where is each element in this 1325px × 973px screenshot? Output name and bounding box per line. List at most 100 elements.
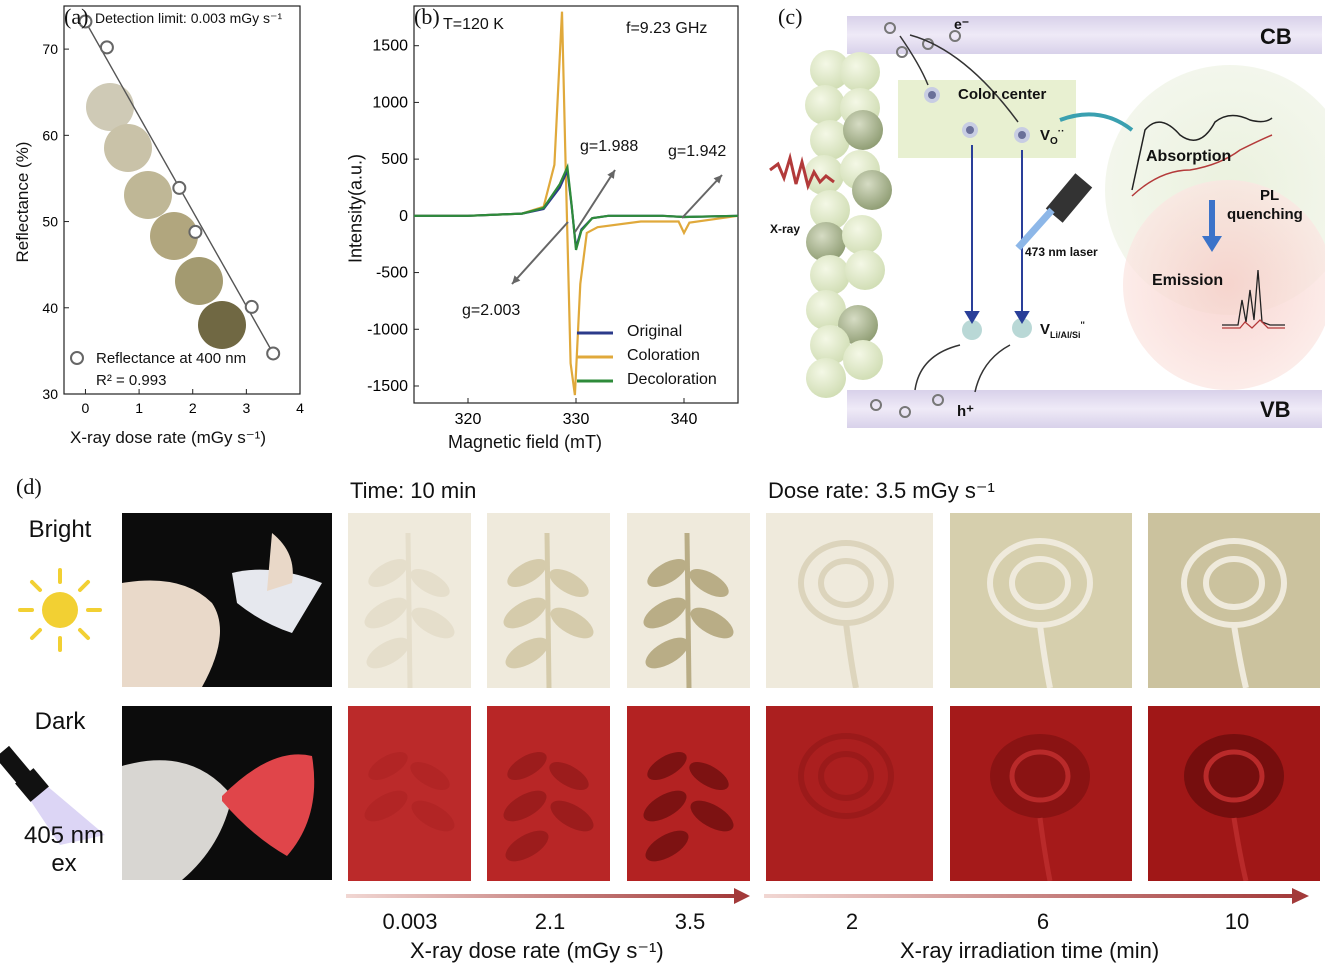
data-point — [172, 180, 187, 195]
g-1988-label: g=1.988 — [580, 138, 639, 155]
dark-label: Dark — [34, 708, 86, 735]
vo-superscript: ·· — [1057, 126, 1065, 137]
legend-marker — [70, 351, 84, 365]
x-tick-label: 330 — [563, 411, 590, 428]
bright-label: Bright — [28, 516, 92, 543]
g-2003-arrow — [511, 221, 569, 285]
laser-label: 473 nm laser — [1025, 245, 1098, 259]
dose-arrow — [346, 888, 750, 904]
data-point — [244, 299, 259, 314]
hole-paths — [914, 344, 1011, 393]
y-tick-label: -1500 — [367, 378, 408, 395]
legend-label: Reflectance at 400 nm — [96, 350, 247, 367]
y-tick-label: 30 — [42, 386, 58, 402]
electrons — [884, 22, 961, 58]
vli-superscript: '' — [1080, 320, 1085, 330]
dark-tile-time-2 — [950, 706, 1132, 881]
legend-decoloration: Decoloration — [627, 371, 717, 388]
g-1942-label: g=1.942 — [668, 143, 727, 160]
y-tick-label: 1000 — [372, 94, 408, 111]
y-tick-label: -500 — [376, 265, 408, 282]
pl-arrow-head — [1202, 236, 1222, 252]
panel-c: (c) CB VB e⁻ h⁺ Color center VO·· VLi/Al… — [760, 0, 1325, 460]
dark-film-photo — [122, 706, 332, 880]
hole-label: h⁺ — [957, 403, 975, 420]
color-center-label: Color center — [958, 86, 1047, 103]
emission-peaks-black — [1222, 269, 1285, 326]
excitation-ex: ex — [51, 850, 77, 877]
absorption-curve-red — [1131, 134, 1273, 197]
valence-band — [847, 390, 1322, 428]
y-tick-label: 0 — [399, 208, 408, 225]
panel-b: 320 330 340 -1500 -1000 -500 0 500 1000 1500 (b) … — [330, 0, 750, 460]
emission-peaks-red — [1222, 319, 1285, 329]
dose-value-3: 3.5 — [674, 909, 706, 934]
reflectance-chart: 0 1 2 3 4 30 40 50 60 70 — [42, 5, 304, 416]
holes — [870, 394, 944, 418]
defect-states — [924, 87, 1032, 340]
plot-frame — [63, 5, 301, 395]
emission-glow — [1123, 180, 1325, 390]
dose-header: Dose rate: 3.5 mGy s⁻¹ — [768, 478, 995, 503]
plot-frame — [413, 5, 739, 404]
g-1988-arrow — [574, 169, 616, 233]
bright-tile-time-2 — [950, 513, 1132, 688]
emission-label: Emission — [1152, 272, 1224, 289]
xray-wave — [769, 152, 835, 191]
panel-d-letter: (d) — [16, 474, 42, 499]
dark-tile-time-1 — [766, 706, 933, 881]
color-center-diagram — [769, 16, 1325, 428]
x-tick-label: 1 — [135, 400, 143, 416]
panel-d: (d) Time: 10 min Dose rate: 3.5 mGy s⁻¹ … — [0, 460, 1325, 973]
time-axis-title: X-ray irradiation time (min) — [900, 938, 1160, 963]
cb-label: CB — [1260, 24, 1292, 49]
conduction-band — [847, 16, 1322, 54]
x-tick-label: 4 — [296, 400, 304, 416]
y-tick-label: 60 — [42, 127, 58, 143]
sample-swatch — [198, 301, 246, 349]
xray-label: X-ray — [770, 222, 801, 236]
sample-swatch — [175, 257, 223, 305]
sample-swatch — [150, 212, 198, 260]
g-1942-arrow-head — [713, 175, 722, 184]
series-line-decoloration — [414, 162, 739, 251]
bright-tile-dose-2 — [487, 513, 610, 688]
dark-tile-time-3 — [1148, 706, 1320, 881]
bright-film-photo — [122, 513, 332, 687]
series-line-coloration — [414, 11, 739, 396]
vli-symbol: V — [1040, 321, 1051, 338]
g-1988-arrow-head — [607, 170, 615, 179]
vli-subscript: Li/Al/Si — [1050, 330, 1081, 340]
time-value-1: 2 — [845, 909, 859, 934]
legend-original: Original — [627, 323, 683, 340]
g-2003-arrow-head — [512, 275, 521, 284]
panel-a: 0 1 2 3 4 30 40 50 60 70 (a) Detection limit: 0.0… — [0, 0, 310, 460]
temperature-label: T=120 K — [443, 16, 504, 33]
absorption-arrow — [1059, 112, 1134, 132]
legend-coloration: Coloration — [627, 347, 700, 364]
y-tick-label: 70 — [42, 41, 58, 57]
dark-tile-dose-1 — [348, 706, 471, 881]
vo-subscript: O — [1050, 136, 1058, 147]
data-point — [78, 14, 93, 29]
bright-tile-time-1 — [766, 513, 933, 688]
data-point — [266, 346, 281, 361]
x-tick-label: 320 — [455, 411, 482, 428]
y-axis-title: Reflectance (%) — [13, 141, 32, 263]
vli-label: VLi/Al/Si'' — [1040, 320, 1085, 340]
excitation-wavelength: 405 nm — [23, 822, 105, 849]
r2-label: R² = 0.993 — [96, 372, 167, 389]
pl-label: PL — [1260, 187, 1280, 204]
vb-label: VB — [1260, 397, 1291, 422]
time-value-2: 6 — [1036, 909, 1050, 934]
bright-tile-time-3 — [1148, 513, 1320, 688]
quenching-label: quenching — [1227, 206, 1303, 223]
flashlight-icon — [0, 745, 105, 845]
dose-value-1: 0.003 — [382, 909, 438, 934]
y-tick-label: 500 — [381, 151, 408, 168]
g-1942-arrow — [681, 174, 723, 219]
dose-value-2: 2.1 — [534, 909, 566, 934]
y-axis-title: Intensity(a.u.) — [345, 153, 366, 264]
x-axis-title: Magnetic field (mT) — [448, 432, 603, 452]
time-header: Time: 10 min — [350, 478, 477, 503]
